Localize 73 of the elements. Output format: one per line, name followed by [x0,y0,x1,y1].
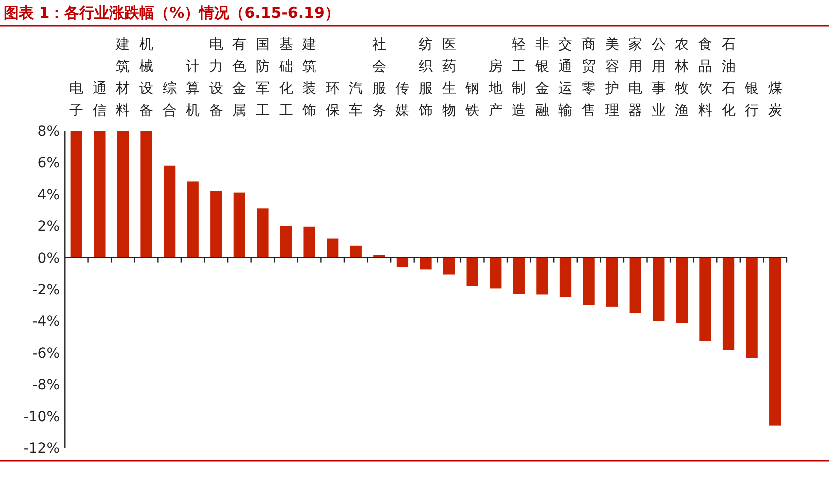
bar [117,131,130,258]
bar [746,258,758,358]
x-tick-label: 医药生物 [442,37,456,119]
y-tick-label: -12% [24,441,60,457]
y-tick-label: -6% [32,346,60,362]
y-tick-label: 4% [38,187,60,204]
bar [257,208,269,258]
x-tick-label: 轻工制造 [512,37,526,119]
x-tick-label: 机械设备 [140,37,154,119]
y-tick-label: 0% [38,250,60,267]
x-tick-label: 商贸零售 [582,37,596,119]
x-tick-label: 交通运输 [558,37,573,119]
x-tick-label: 传媒 [396,81,410,119]
x-tick-label: 社会服务 [372,37,386,119]
y-tick-label: -2% [32,282,60,298]
bar [396,258,409,268]
bar [187,182,199,258]
x-tick-label: 有色金属 [232,37,247,119]
y-tick-label: 8% [38,124,60,140]
bar [466,258,478,286]
bar [536,258,548,295]
y-tick-label: 2% [38,219,60,236]
x-tick-label: 农林牧渔 [674,37,690,119]
x-tick-label: 综合 [162,81,177,119]
chart-title: 图表 1：各行业涨跌幅（%）情况（6.15-6.19） [4,4,340,22]
x-tick-label: 公用事业 [652,37,666,119]
bar [443,258,456,275]
x-tick-label: 电子 [70,81,84,119]
x-tick-label: 纺织服饰 [418,37,433,119]
x-tick-label: 通信 [92,81,107,119]
x-tick-label: 建筑材料 [115,37,130,119]
bar [164,166,176,258]
x-tick-label: 煤炭 [768,81,782,119]
bar [70,131,82,258]
x-tick-label: 石油石化 [722,37,736,119]
x-tick-label: 电力设备 [209,37,224,119]
x-tick-label: 建筑装饰 [302,37,317,119]
bar [630,258,642,314]
bar [653,258,665,322]
x-tick-label: 国防军工 [256,37,270,119]
bar [280,226,292,258]
x-tick-label: 美容护理 [604,37,620,119]
bar [234,192,246,258]
bar [490,258,502,289]
x-tick-label: 非银金融 [534,37,550,119]
x-tick-label: 银行 [744,81,760,119]
x-tick-label: 计算机 [186,59,200,119]
x-tick-label: 房地产 [488,59,503,119]
bar [327,238,339,258]
bar [304,226,316,258]
y-tick-label: 6% [38,156,60,172]
bar [722,258,735,350]
x-tick-label: 食品饮料 [697,37,712,119]
y-tick-label: -8% [32,378,60,394]
bar [94,131,106,258]
bar [513,258,525,294]
x-tick-label: 家用电器 [628,37,643,119]
bar [583,258,595,306]
y-tick-label: -10% [24,409,60,426]
x-tick-label: 钢铁 [464,81,480,119]
y-tick-label: -4% [32,314,60,330]
x-tick-label: 汽车 [349,81,364,119]
x-tick-label: 环保 [326,81,340,119]
bar [350,246,362,258]
bar [770,258,782,426]
bar [700,258,712,342]
bar [140,131,152,258]
bar [560,258,572,298]
bar [606,258,618,307]
bar [210,191,222,258]
bar [420,258,432,270]
x-tick-label: 基础化工 [278,37,294,119]
bar [676,258,688,324]
